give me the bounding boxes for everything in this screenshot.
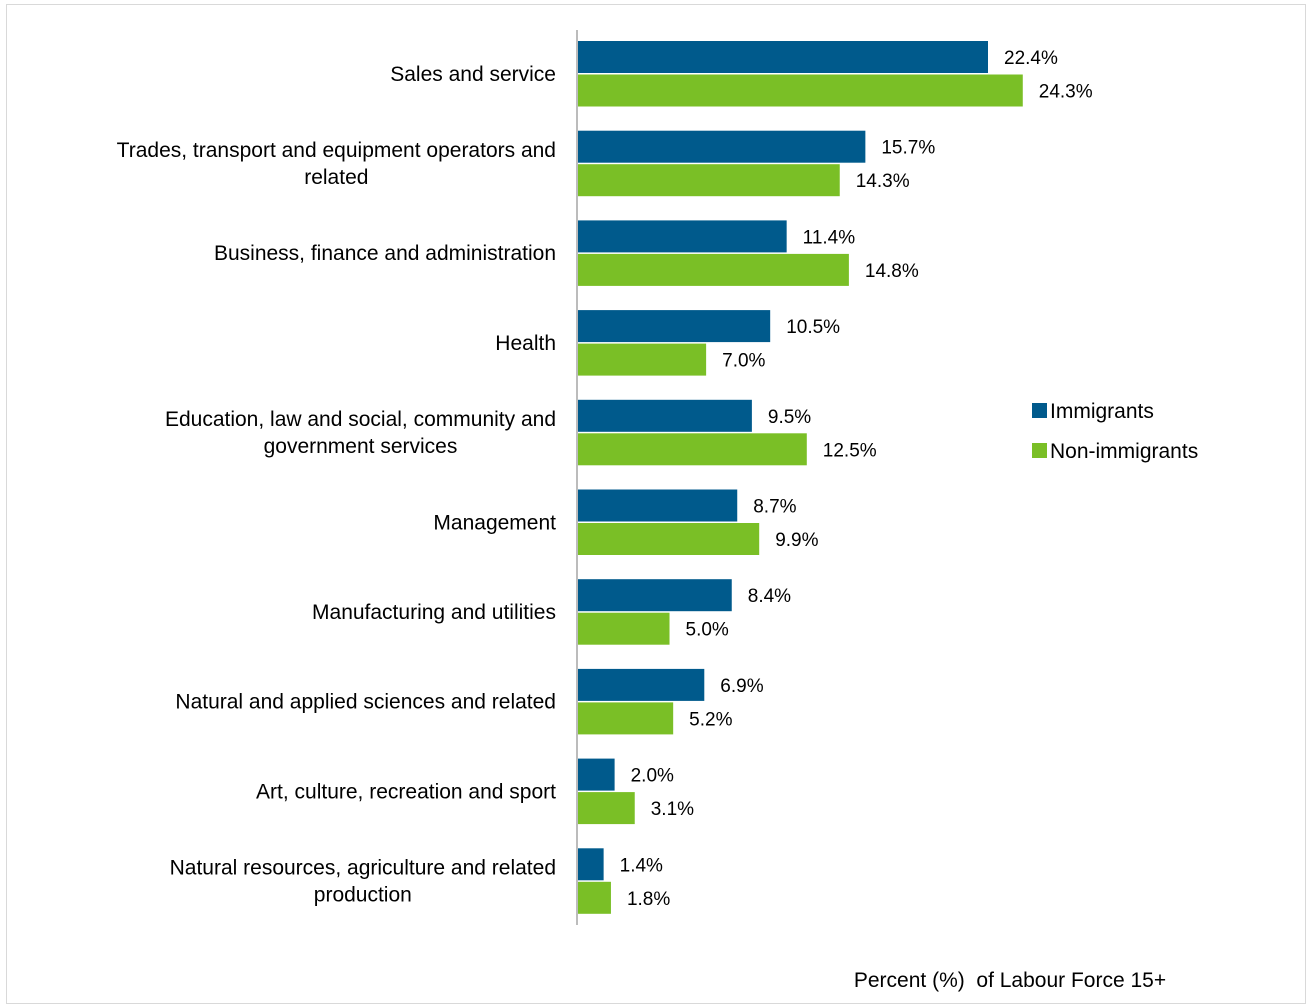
bar-immigrants-8 [578,758,615,791]
bar-non-immigrants-2 [578,253,849,286]
bar-non-immigrants-4 [578,433,807,466]
category-labels-group: Sales and service Trades, transport and e… [117,63,556,907]
value-label-non-immigrants-7: 5.2% [689,709,732,730]
x-axis-title: Percent (%) of Labour Force 15+ [854,969,1166,992]
category-label-5: Management [433,511,556,534]
bar-non-immigrants-8 [578,792,635,825]
category-label-1: Trades, transport and equipment operator… [117,139,556,162]
value-label-non-immigrants-1: 14.3% [856,171,910,192]
category-label-8: Art, culture, recreation and sport [256,780,556,803]
category-label-4-line-2: government services [264,435,458,458]
bar-immigrants-1 [578,130,866,163]
legend-swatch-immigrants [1032,403,1047,418]
value-label-non-immigrants-2: 14.8% [865,261,919,282]
value-label-immigrants-3: 10.5% [786,317,840,338]
value-label-non-immigrants-0: 24.3% [1039,82,1093,103]
category-label-9: Natural resources, agriculture and relat… [170,857,556,880]
bar-non-immigrants-7 [578,702,674,735]
bar-immigrants-2 [578,220,787,253]
value-labels-group: 22.4% 24.3% 15.7% 14.3% 11.4% 14.8% 10.5% 7.0% 9… [620,48,1093,910]
bar-non-immigrants-6 [578,612,670,645]
bar-non-immigrants-9 [578,881,611,914]
bar-non-immigrants-3 [578,343,707,376]
value-label-immigrants-6: 8.4% [748,586,791,607]
value-label-non-immigrants-9: 1.8% [627,889,670,910]
value-label-immigrants-1: 15.7% [881,138,935,159]
value-label-immigrants-7: 6.9% [720,676,763,697]
value-label-immigrants-5: 8.7% [753,497,796,518]
value-label-non-immigrants-8: 3.1% [651,799,694,820]
bar-non-immigrants-1 [578,164,840,197]
bars-group [578,41,1023,914]
bar-immigrants-4 [578,399,752,432]
value-label-non-immigrants-6: 5.0% [686,620,729,641]
category-label-2: Business, finance and administration [214,242,556,265]
bar-immigrants-7 [578,668,705,701]
bar-immigrants-5 [578,489,738,522]
bar-immigrants-6 [578,579,732,612]
category-label-3: Health [495,332,556,355]
value-label-non-immigrants-3: 7.0% [722,351,765,372]
bar-non-immigrants-0 [578,74,1023,107]
category-label-7: Natural and applied sciences and related [175,691,556,714]
category-label-4: Education, law and social, community and [165,408,556,431]
legend-label-non-immigrants: Non-immigrants [1050,440,1198,463]
bar-immigrants-3 [578,310,771,343]
category-label-9-line-2: production [314,884,412,907]
value-label-immigrants-2: 11.4% [803,227,856,248]
value-label-immigrants-8: 2.0% [631,766,674,787]
bar-immigrants-9 [578,848,604,881]
legend: Immigrants Non-immigrants [1032,400,1198,463]
legend-label-immigrants: Immigrants [1050,400,1154,423]
value-label-immigrants-0: 22.4% [1004,48,1058,69]
value-label-immigrants-4: 9.5% [768,407,811,428]
value-label-non-immigrants-5: 9.9% [775,530,818,551]
category-label-6: Manufacturing and utilities [312,601,556,624]
value-label-non-immigrants-4: 12.5% [823,440,877,461]
value-label-immigrants-9: 1.4% [620,855,663,876]
bar-non-immigrants-5 [578,523,760,555]
category-label-1-line-2: related [304,166,368,189]
category-label-0: Sales and service [390,63,556,86]
legend-swatch-non-immigrants [1032,443,1047,458]
bar-immigrants-0 [578,41,988,73]
